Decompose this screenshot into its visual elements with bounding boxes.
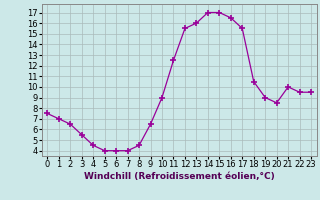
X-axis label: Windchill (Refroidissement éolien,°C): Windchill (Refroidissement éolien,°C) [84, 172, 275, 181]
